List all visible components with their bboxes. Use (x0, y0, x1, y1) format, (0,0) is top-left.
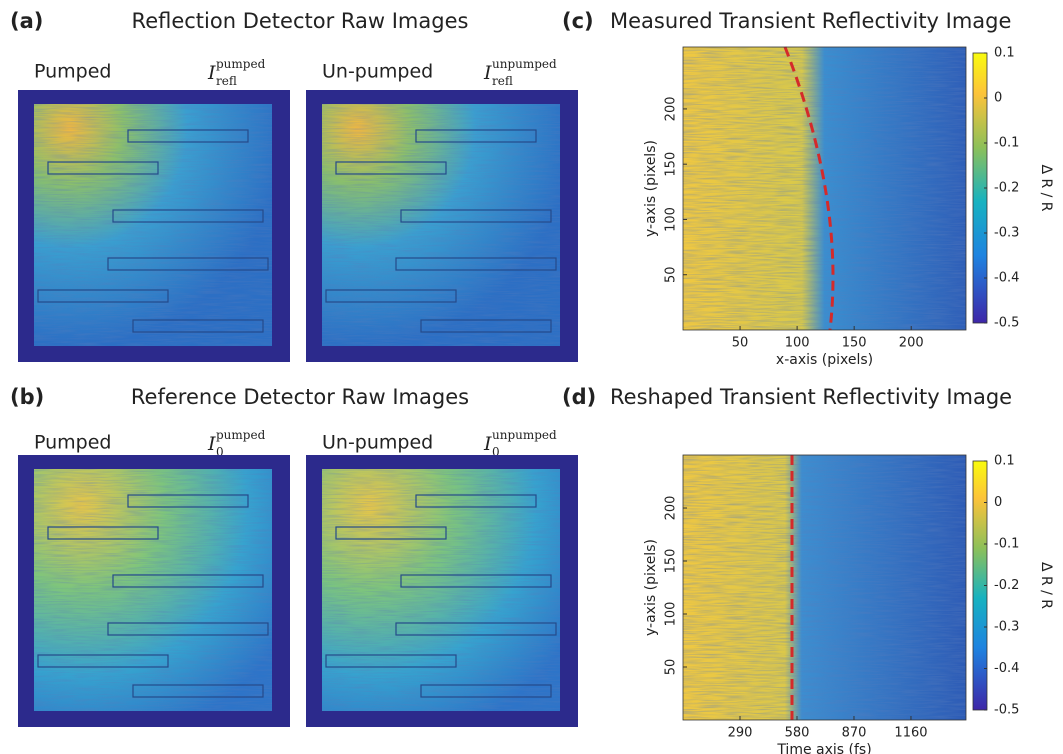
sample-slot (47, 161, 159, 175)
symbol-base: I (483, 62, 492, 84)
sample-slot (325, 654, 457, 668)
colorbar-tick-label: -0.3 (994, 226, 1019, 241)
raw-image-noise (322, 104, 560, 346)
sample-slot (400, 209, 552, 223)
x-tick-label: 100 (785, 336, 810, 351)
x-tick-label: 290 (728, 726, 753, 741)
y-tick-label: 50 (664, 266, 679, 283)
sample-slot (132, 319, 264, 333)
sample-slot (47, 526, 159, 540)
colorbar-tick-label: 0.1 (994, 454, 1015, 469)
raw-image-noise (34, 104, 272, 346)
y-tick-label: 100 (664, 602, 679, 627)
sample-slot (420, 684, 552, 698)
panel-label: (d) (562, 385, 596, 409)
panel-label: (c) (562, 9, 594, 33)
image-caption: Pumped (34, 432, 111, 454)
y-axis-label: y-axis (pixels) (643, 140, 659, 237)
sample-slot (420, 319, 552, 333)
y-axis-label: y-axis (pixels) (643, 539, 659, 636)
colorbar-tick-label: -0.5 (994, 703, 1019, 718)
x-tick-label: 200 (899, 336, 924, 351)
sample-slot (127, 129, 249, 143)
image-caption: Un-pumped (322, 61, 433, 83)
sample-slot (107, 257, 269, 271)
sample-slot (400, 574, 552, 588)
x-axis-label: Time axis (fs) (776, 742, 871, 754)
symbol-base: I (207, 433, 216, 455)
panel-label: (b) (10, 385, 44, 409)
colorbar-tick-label: 0 (994, 495, 1002, 510)
sample-slot (415, 129, 537, 143)
colorbar-tick-label: -0.4 (994, 661, 1019, 676)
symbol-sup: unpumped (492, 428, 557, 442)
axes-frame (682, 46, 967, 331)
sample-slot (395, 257, 557, 271)
sample-slot (37, 289, 169, 303)
y-tick-label: 200 (664, 96, 679, 121)
x-axis-label: x-axis (pixels) (776, 352, 873, 368)
axes-frame (682, 454, 967, 721)
y-tick-label: 150 (664, 152, 679, 177)
colorbar-tick-label: 0 (994, 91, 1002, 106)
sample-slot (335, 526, 447, 540)
colorbar-tick-label: -0.2 (994, 578, 1019, 593)
image-symbol: I0 unpumped (483, 428, 557, 459)
y-tick-label: 50 (664, 659, 679, 676)
panel-title: Reflection Detector Raw Images (132, 9, 469, 33)
panel-title: Measured Transient Reflectivity Image (610, 9, 1011, 33)
symbol-sup: pumped (216, 57, 266, 71)
image-symbol: I0 pumped (207, 428, 266, 459)
panel-title: Reference Detector Raw Images (131, 385, 469, 409)
symbol-base: I (483, 433, 492, 455)
y-tick-label: 200 (664, 496, 679, 521)
x-tick-label: 870 (842, 726, 867, 741)
boundary-line (783, 46, 835, 331)
symbol-sup: unpumped (492, 57, 557, 71)
sample-slot (107, 622, 269, 636)
colorbar-tick-label: -0.5 (994, 316, 1019, 331)
colorbar-tick-label: -0.1 (994, 136, 1019, 151)
y-tick-label: 150 (664, 549, 679, 574)
symbol-sub: 0 (492, 445, 500, 459)
heatmap-noise (683, 455, 966, 720)
sample-slot (112, 209, 264, 223)
colorbar-tick-label: -0.3 (994, 620, 1019, 635)
raw-image-noise (322, 469, 560, 711)
x-tick-label: 150 (842, 336, 867, 351)
x-tick-label: 1160 (894, 726, 927, 741)
symbol-sub: refl (216, 74, 237, 88)
image-symbol: Irefl unpumped (483, 57, 557, 88)
sample-slot (112, 574, 264, 588)
colorbar-tick-label: -0.4 (994, 271, 1019, 286)
colorbar-tick-label: -0.1 (994, 537, 1019, 552)
colorbar-tick-label: -0.2 (994, 181, 1019, 196)
sample-slot (127, 494, 249, 508)
x-tick-label: 50 (732, 336, 749, 351)
panel-title: Reshaped Transient Reflectivity Image (610, 385, 1012, 409)
symbol-sub: refl (492, 74, 513, 88)
sample-slot (132, 684, 264, 698)
sample-slot (325, 289, 457, 303)
y-tick-label: 100 (664, 207, 679, 232)
sample-slot (37, 654, 169, 668)
symbol-sub: 0 (216, 445, 224, 459)
sample-slot (415, 494, 537, 508)
x-tick-label: 580 (785, 726, 810, 741)
symbol-base: I (207, 62, 216, 84)
panel-label: (a) (10, 9, 43, 33)
sample-slot (395, 622, 557, 636)
image-caption: Un-pumped (322, 432, 433, 454)
sample-slot (335, 161, 447, 175)
raw-image-noise (34, 469, 272, 711)
image-caption: Pumped (34, 61, 111, 83)
image-symbol: Irefl pumped (207, 57, 266, 88)
colorbar-label: Δ R / R (1038, 562, 1054, 609)
colorbar-label: Δ R / R (1038, 164, 1054, 211)
colorbar-tick-label: 0.1 (994, 46, 1015, 61)
symbol-sup: pumped (216, 428, 266, 442)
